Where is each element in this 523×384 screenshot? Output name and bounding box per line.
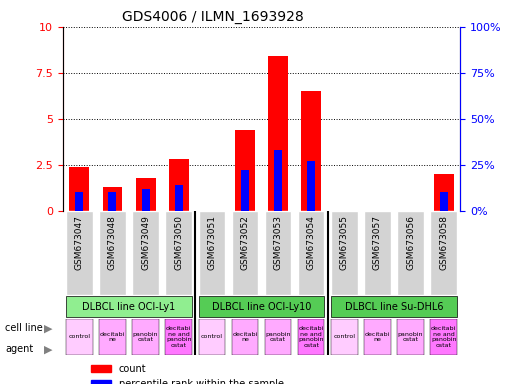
Bar — [307, 161, 315, 211]
FancyBboxPatch shape — [132, 211, 159, 295]
FancyBboxPatch shape — [66, 211, 93, 295]
Bar — [175, 185, 183, 211]
Text: decitabi
ne and
panobin
ostat: decitabi ne and panobin ostat — [299, 326, 324, 348]
Text: panobin
ostat: panobin ostat — [398, 331, 423, 342]
FancyBboxPatch shape — [199, 211, 225, 295]
Bar — [241, 170, 249, 211]
Bar — [397, 318, 424, 355]
Text: decitabi
ne: decitabi ne — [232, 331, 257, 342]
Text: ▶: ▶ — [44, 323, 53, 333]
Text: decitabi
ne: decitabi ne — [365, 331, 390, 342]
Text: panobin
ostat: panobin ostat — [133, 331, 158, 342]
Text: DLBCL line OCI-Ly10: DLBCL line OCI-Ly10 — [212, 302, 311, 312]
Text: control: control — [333, 334, 355, 339]
Bar — [265, 318, 291, 355]
Text: agent: agent — [5, 344, 33, 354]
Bar — [274, 150, 282, 211]
Text: GSM673057: GSM673057 — [373, 215, 382, 270]
Bar — [199, 318, 225, 355]
Bar — [298, 318, 324, 355]
Text: cell line: cell line — [5, 323, 43, 333]
Legend: count, percentile rank within the sample: count, percentile rank within the sample — [87, 360, 288, 384]
Bar — [235, 130, 255, 211]
Text: decitabi
ne and
panobin
ostat: decitabi ne and panobin ostat — [431, 326, 457, 348]
Text: GSM673047: GSM673047 — [75, 215, 84, 270]
Bar — [103, 187, 122, 211]
Text: GSM673052: GSM673052 — [241, 215, 249, 270]
Text: ▶: ▶ — [44, 344, 53, 354]
Text: DLBCL line Su-DHL6: DLBCL line Su-DHL6 — [345, 302, 444, 312]
Bar — [99, 318, 126, 355]
Bar — [199, 296, 324, 317]
FancyBboxPatch shape — [99, 211, 126, 295]
Text: GDS4006 / ILMN_1693928: GDS4006 / ILMN_1693928 — [122, 10, 304, 25]
Text: control: control — [69, 334, 90, 339]
Bar — [364, 318, 391, 355]
Bar — [108, 192, 117, 211]
FancyBboxPatch shape — [364, 211, 391, 295]
FancyBboxPatch shape — [265, 211, 291, 295]
Bar — [301, 91, 321, 211]
Text: GSM673049: GSM673049 — [141, 215, 150, 270]
Text: GSM673058: GSM673058 — [439, 215, 448, 270]
Bar — [66, 318, 93, 355]
Bar — [169, 159, 189, 211]
Text: GSM673053: GSM673053 — [274, 215, 282, 270]
Text: panobin
ostat: panobin ostat — [265, 331, 291, 342]
Bar — [132, 318, 159, 355]
FancyBboxPatch shape — [232, 211, 258, 295]
Bar — [232, 318, 258, 355]
Text: DLBCL line OCI-Ly1: DLBCL line OCI-Ly1 — [83, 302, 176, 312]
FancyBboxPatch shape — [298, 211, 324, 295]
Text: GSM673055: GSM673055 — [340, 215, 349, 270]
Bar — [70, 167, 89, 211]
Text: GSM673054: GSM673054 — [306, 215, 316, 270]
Bar — [135, 178, 155, 211]
Text: GSM673050: GSM673050 — [174, 215, 183, 270]
Bar — [268, 56, 288, 211]
FancyBboxPatch shape — [165, 211, 192, 295]
Text: GSM673051: GSM673051 — [207, 215, 217, 270]
Bar — [142, 189, 150, 211]
Bar — [440, 192, 448, 211]
FancyBboxPatch shape — [397, 211, 424, 295]
Bar — [331, 318, 358, 355]
Bar — [75, 192, 83, 211]
Text: decitabi
ne: decitabi ne — [100, 331, 125, 342]
Text: GSM673056: GSM673056 — [406, 215, 415, 270]
Bar — [165, 318, 192, 355]
Bar — [430, 318, 457, 355]
Text: control: control — [201, 334, 223, 339]
FancyBboxPatch shape — [331, 211, 358, 295]
Bar — [66, 296, 192, 317]
Text: GSM673048: GSM673048 — [108, 215, 117, 270]
Bar — [434, 174, 453, 211]
Bar — [331, 296, 457, 317]
FancyBboxPatch shape — [430, 211, 457, 295]
Text: decitabi
ne and
panobin
ostat: decitabi ne and panobin ostat — [166, 326, 191, 348]
